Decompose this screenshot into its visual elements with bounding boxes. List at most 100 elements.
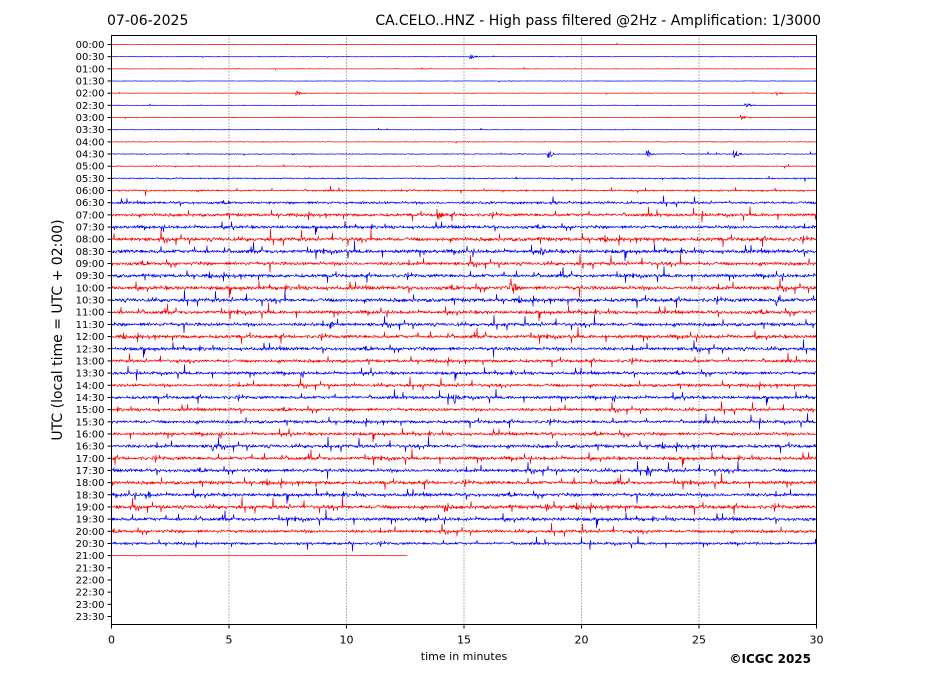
trace-39 [111, 509, 817, 529]
row-label-34: 17:00 [76, 454, 105, 465]
row-label-15: 07:30 [76, 223, 105, 234]
trace-16 [111, 228, 817, 248]
trace-26 [111, 352, 817, 368]
x-axis-label: time in minutes [421, 650, 508, 663]
row-label-36: 18:00 [76, 478, 105, 489]
row-label-5: 02:30 [76, 101, 105, 112]
row-label-33: 16:30 [76, 442, 105, 453]
row-label-18: 09:00 [76, 259, 105, 270]
row-label-10: 05:00 [76, 162, 105, 173]
x-tick-label-6: 30 [810, 634, 824, 647]
trace-21 [111, 289, 817, 308]
vertical-gridlines [228, 35, 700, 625]
trace-10 [111, 163, 817, 169]
row-label-39: 19:30 [76, 515, 105, 526]
x-axis-ticks: 0 5 10 15 20 25 30 [108, 624, 824, 647]
trace-23 [111, 314, 817, 334]
row-label-1: 00:30 [76, 52, 105, 63]
x-tick-label-0: 0 [108, 634, 115, 647]
x-tick-label-4: 20 [575, 634, 589, 647]
row-label-24: 12:00 [76, 332, 105, 343]
row-label-8: 04:00 [76, 137, 105, 148]
trace-33 [111, 436, 817, 454]
row-label-35: 17:30 [76, 466, 105, 477]
trace-25 [111, 339, 817, 358]
trace-6 [111, 114, 817, 120]
row-label-7: 03:30 [76, 125, 105, 136]
trace-20 [111, 278, 817, 298]
row-label-0: 00:00 [76, 40, 105, 51]
trace-28 [111, 376, 817, 391]
x-tick-label-3: 15 [457, 634, 471, 647]
trace-29 [111, 388, 817, 406]
row-label-40: 20:00 [76, 527, 105, 538]
trace-15 [111, 221, 817, 236]
seismic-traces [111, 42, 817, 557]
row-label-46: 23:00 [76, 600, 105, 611]
trace-22 [111, 302, 817, 322]
row-label-14: 07:00 [76, 210, 105, 221]
trace-32 [111, 427, 817, 443]
trace-12 [111, 185, 817, 196]
row-label-13: 06:30 [76, 198, 105, 209]
trace-7 [111, 127, 817, 131]
trace-30 [111, 401, 817, 416]
row-label-41: 20:30 [76, 539, 105, 550]
trace-27 [111, 364, 817, 382]
row-label-19: 09:30 [76, 271, 105, 282]
trace-37 [111, 488, 817, 504]
row-label-42: 21:00 [76, 551, 105, 562]
row-label-2: 01:00 [76, 64, 105, 75]
row-label-20: 10:00 [76, 283, 105, 294]
row-label-37: 18:30 [76, 490, 105, 501]
row-label-17: 08:30 [76, 247, 105, 258]
x-tick-label-5: 25 [692, 634, 706, 647]
row-label-16: 08:00 [76, 235, 105, 246]
copyright-label: ©ICGC 2025 [729, 652, 811, 666]
trace-42 [111, 555, 408, 557]
row-label-30: 15:00 [76, 405, 105, 416]
trace-3 [111, 80, 817, 83]
row-label-28: 14:00 [76, 381, 105, 392]
trace-2 [111, 67, 817, 71]
trace-24 [111, 326, 817, 344]
row-label-4: 02:00 [76, 89, 105, 100]
row-label-11: 05:30 [76, 174, 105, 185]
row-label-45: 22:30 [76, 588, 105, 599]
x-tick-label-1: 5 [226, 634, 233, 647]
row-label-47: 23:30 [76, 612, 105, 623]
row-label-26: 13:00 [76, 356, 105, 367]
trace-4 [111, 90, 817, 96]
trace-9 [111, 150, 817, 159]
trace-5 [111, 103, 817, 108]
row-label-23: 11:30 [76, 320, 105, 331]
row-label-9: 04:30 [76, 150, 105, 161]
row-label-27: 13:30 [76, 369, 105, 380]
row-label-22: 11:00 [76, 308, 105, 319]
trace-35 [111, 460, 817, 480]
row-label-44: 22:00 [76, 575, 105, 586]
trace-0 [111, 42, 817, 46]
trace-1 [111, 54, 817, 60]
row-label-31: 15:30 [76, 417, 105, 428]
trace-41 [111, 536, 817, 552]
row-label-3: 01:30 [76, 77, 105, 88]
row-label-32: 16:00 [76, 429, 105, 440]
trace-34 [111, 448, 817, 468]
row-label-12: 06:00 [76, 186, 105, 197]
trace-8 [111, 141, 817, 144]
row-label-21: 10:30 [76, 296, 105, 307]
trace-13 [111, 195, 817, 208]
y-axis-label: UTC (local time = UTC + 02:00) [50, 219, 66, 440]
chart-title: CA.CELO..HNZ - High pass filtered @2Hz -… [375, 13, 821, 29]
row-label-25: 12:30 [76, 344, 105, 355]
trace-36 [111, 472, 817, 490]
date-label: 07-06-2025 [107, 13, 188, 29]
trace-31 [111, 412, 817, 430]
row-label-6: 03:00 [76, 113, 105, 124]
x-tick-label-2: 10 [340, 634, 354, 647]
trace-40 [111, 522, 817, 537]
trace-19 [111, 266, 817, 283]
